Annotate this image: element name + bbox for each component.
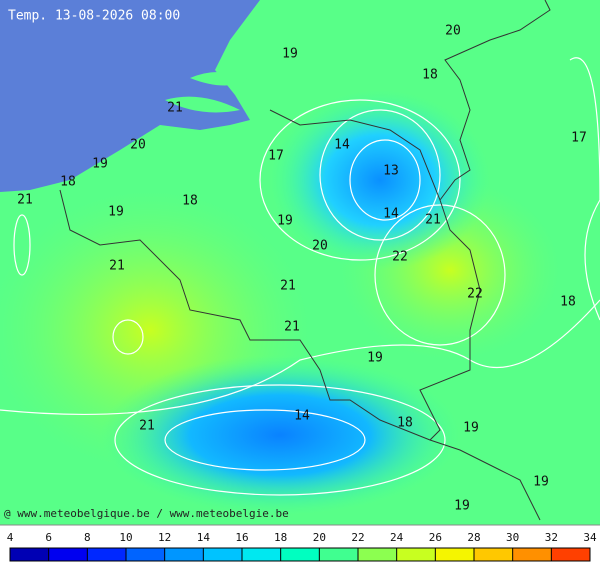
contour-label: 19 bbox=[108, 205, 124, 220]
contour-label: 19 bbox=[92, 157, 108, 172]
contour-label: 19 bbox=[277, 214, 293, 229]
colorbar-tick-label: 18 bbox=[274, 531, 287, 544]
contour-label: 19 bbox=[533, 475, 549, 490]
colorbar-tick-label: 20 bbox=[313, 531, 326, 544]
contour-label: 13 bbox=[383, 164, 399, 179]
borders bbox=[59, 0, 551, 521]
colorbar-tick-label: 22 bbox=[351, 531, 364, 544]
contour-label: 21 bbox=[139, 419, 155, 434]
colorbar-segment bbox=[319, 548, 358, 561]
island bbox=[165, 71, 250, 113]
colorbar-tick-label: 10 bbox=[119, 531, 132, 544]
colorbar-segment bbox=[87, 548, 126, 561]
contour-labels: 20 19 18 21 17 20 14 17 19 13 18 21 18 19 14 21 19 20 22 21… bbox=[17, 24, 587, 514]
colorbar-segment bbox=[551, 548, 590, 561]
colorbar-tick-label: 34 bbox=[583, 531, 597, 544]
title: Temp. 13-08-2026 08:00 bbox=[8, 9, 180, 24]
contour-label: 20 bbox=[445, 24, 461, 39]
contour-label: 20 bbox=[312, 239, 328, 254]
contour-label: 18 bbox=[60, 175, 76, 190]
colorbar-tick-label: 28 bbox=[467, 531, 480, 544]
colorbar-segment bbox=[242, 548, 281, 561]
colorbar-segment bbox=[280, 548, 320, 561]
colorbar-tick-label: 14 bbox=[197, 531, 211, 544]
colorbar-segment bbox=[203, 548, 242, 561]
colorbar-segment bbox=[164, 548, 204, 561]
contour-label: 19 bbox=[454, 499, 470, 514]
cold-area bbox=[100, 355, 460, 515]
contour-label: 21 bbox=[425, 213, 441, 228]
contour-label: 19 bbox=[463, 421, 479, 436]
contour-label: 21 bbox=[280, 279, 296, 294]
contour-label: 18 bbox=[422, 68, 438, 83]
colorbar-tick-label: 16 bbox=[235, 531, 248, 544]
contour-label: 17 bbox=[571, 131, 587, 146]
colorbar-segment bbox=[396, 548, 436, 561]
colorbar-tick-label: 12 bbox=[158, 531, 171, 544]
colorbar-tick-label: 26 bbox=[429, 531, 442, 544]
colorbar-tick-label: 8 bbox=[84, 531, 91, 544]
contour-label: 14 bbox=[294, 409, 310, 424]
colorbar-tick-label: 24 bbox=[390, 531, 404, 544]
colorbar-segment bbox=[48, 548, 88, 561]
contour-label: 18 bbox=[182, 194, 198, 209]
contour-label: 20 bbox=[130, 138, 146, 153]
colorbar-segment bbox=[512, 548, 552, 561]
colorbar-segment bbox=[358, 548, 397, 561]
contour-label: 17 bbox=[268, 149, 284, 164]
colorbar-tick-label: 32 bbox=[545, 531, 558, 544]
contour-label: 21 bbox=[167, 101, 183, 116]
colorbar-segment bbox=[10, 548, 49, 561]
colorbar-tick-label: 6 bbox=[45, 531, 52, 544]
colorbar: 4 6 8 10 12 14 16 18 20 22 24 26 28 30 32 34 bbox=[7, 531, 597, 562]
contour-label: 21 bbox=[17, 193, 33, 208]
contour-label: 19 bbox=[282, 47, 298, 62]
colorbar-tick-label: 30 bbox=[506, 531, 519, 544]
contour-label: 14 bbox=[334, 138, 350, 153]
contour-label: 21 bbox=[109, 259, 125, 274]
colorbar-segment bbox=[126, 548, 165, 561]
colorbar-tick-label: 4 bbox=[7, 531, 14, 544]
contour-label: 18 bbox=[560, 295, 576, 310]
colorbar-frame bbox=[9, 547, 591, 562]
colorbar-segment bbox=[435, 548, 474, 561]
contour-label: 18 bbox=[397, 416, 413, 431]
colorbar-segment bbox=[474, 548, 513, 561]
contour-label: 14 bbox=[383, 207, 399, 222]
isotherms bbox=[0, 57, 600, 496]
cold-area bbox=[270, 90, 490, 270]
sea bbox=[0, 0, 260, 192]
contour-label: 19 bbox=[367, 351, 383, 366]
contour-label: 22 bbox=[392, 250, 408, 265]
credit: @ www.meteobelgique.be / www.meteobelgie… bbox=[4, 507, 289, 520]
contour-label: 22 bbox=[467, 287, 483, 302]
contour-label: 21 bbox=[284, 320, 300, 335]
